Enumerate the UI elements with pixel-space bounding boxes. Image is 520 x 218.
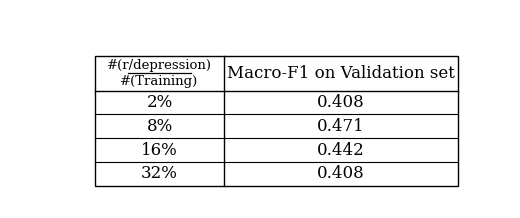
Text: 2%: 2% <box>147 94 173 111</box>
Text: Macro-F1 on Validation set: Macro-F1 on Validation set <box>227 65 455 82</box>
Bar <box>95 56 458 186</box>
Text: 16%: 16% <box>141 141 178 158</box>
Text: 32%: 32% <box>141 165 178 182</box>
Text: 0.471: 0.471 <box>317 118 365 135</box>
Text: #(r/depression): #(r/depression) <box>107 59 212 72</box>
Text: 0.442: 0.442 <box>317 141 365 158</box>
Text: 8%: 8% <box>147 118 173 135</box>
Text: 0.408: 0.408 <box>317 165 365 182</box>
Text: #(Training): #(Training) <box>121 75 199 88</box>
Text: 0.408: 0.408 <box>317 94 365 111</box>
